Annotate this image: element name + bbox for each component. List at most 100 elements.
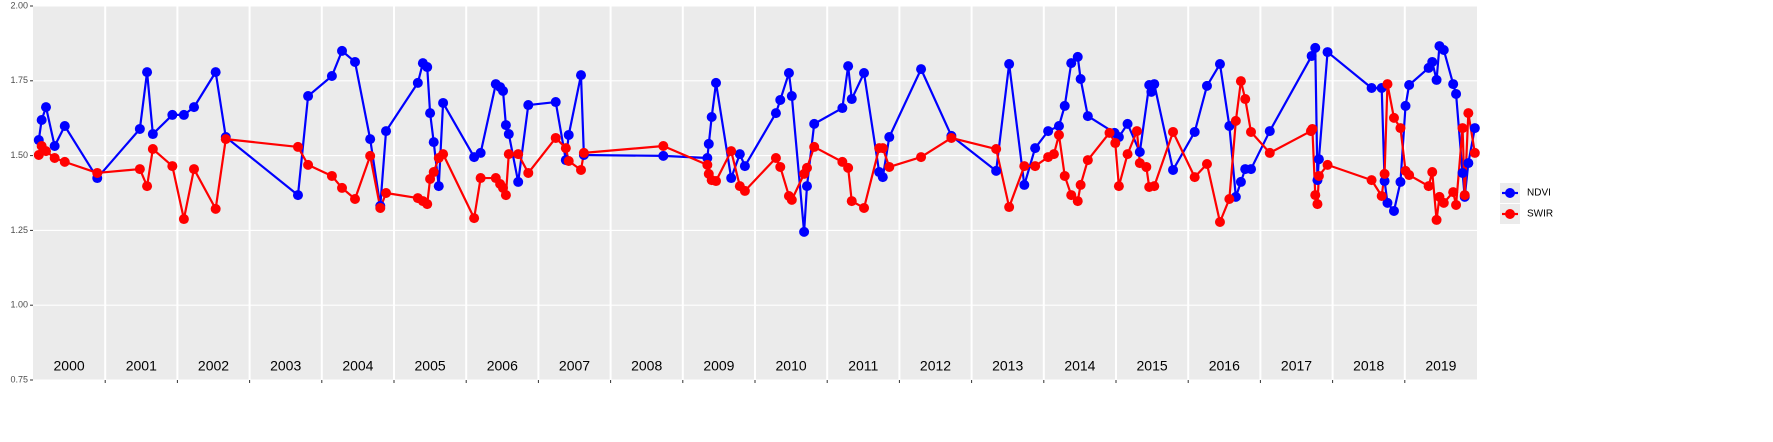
data-point — [1214, 59, 1225, 70]
data-point — [292, 190, 303, 201]
data-point — [1059, 170, 1070, 181]
data-point — [658, 141, 669, 152]
data-point — [375, 202, 386, 213]
data-point — [428, 137, 439, 148]
data-point — [550, 132, 561, 143]
axes: 0.75 1.00 1.25 1.50 1.75 2.00 2000 2001 2002 2003… — [10, 0, 1456, 384]
data-point — [1072, 196, 1083, 207]
data-point — [500, 190, 511, 201]
data-point — [350, 56, 361, 67]
year-label: 2006 — [487, 358, 518, 374]
data-point — [1072, 51, 1083, 62]
legend: NDVI SWIR — [1500, 183, 1553, 224]
year-label: 2019 — [1425, 358, 1456, 374]
data-point — [1235, 76, 1246, 87]
data-point — [846, 94, 857, 105]
data-point — [837, 103, 848, 114]
data-point — [1395, 123, 1406, 134]
year-label: 2009 — [703, 358, 734, 374]
data-point — [500, 120, 511, 131]
data-point — [916, 152, 927, 163]
data-point — [438, 149, 449, 160]
data-point — [498, 85, 509, 96]
data-point — [513, 176, 524, 187]
data-point — [1322, 47, 1333, 58]
data-point — [1004, 59, 1015, 70]
data-point — [1201, 158, 1212, 169]
data-point — [523, 100, 534, 111]
y-tick-label: 2.00 — [10, 0, 28, 10]
data-point — [1066, 58, 1077, 69]
data-point — [1427, 56, 1438, 67]
data-point — [877, 172, 888, 183]
data-point — [1122, 118, 1133, 129]
data-point — [365, 150, 376, 161]
year-label: 2000 — [54, 358, 85, 374]
year-label: 2010 — [776, 358, 807, 374]
grid — [33, 5, 1477, 381]
data-point — [513, 149, 524, 160]
data-point — [1141, 161, 1152, 172]
data-point — [167, 161, 178, 172]
data-point — [1463, 158, 1474, 169]
data-point — [1457, 167, 1468, 178]
data-point — [1004, 202, 1015, 213]
data-point — [770, 108, 781, 119]
data-point — [1214, 217, 1225, 228]
data-point — [726, 173, 737, 184]
data-point — [326, 170, 337, 181]
year-label: 2008 — [631, 358, 662, 374]
year-label: 2012 — [920, 358, 951, 374]
data-point — [658, 150, 669, 161]
data-point — [49, 141, 60, 152]
data-point — [578, 147, 589, 158]
data-point — [59, 156, 70, 167]
data-point — [1313, 154, 1324, 165]
data-point — [946, 132, 957, 143]
y-tick-label: 1.25 — [10, 225, 28, 235]
y-tick-label: 1.00 — [10, 300, 28, 310]
data-point — [1019, 161, 1030, 172]
data-point — [1404, 79, 1415, 90]
data-point — [550, 97, 561, 108]
data-point — [1427, 167, 1438, 178]
data-point — [1366, 82, 1377, 93]
year-label: 2003 — [270, 358, 301, 374]
data-point — [1448, 79, 1459, 90]
data-point — [1149, 181, 1160, 192]
data-point — [1438, 44, 1449, 55]
year-label: 2017 — [1281, 358, 1312, 374]
data-point — [1246, 126, 1257, 137]
data-point — [1230, 115, 1241, 126]
y-tick-label: 1.75 — [10, 75, 28, 85]
data-point — [303, 159, 314, 170]
data-point — [775, 161, 786, 172]
data-point — [1048, 149, 1059, 160]
data-point — [1310, 42, 1321, 53]
data-point — [1379, 176, 1390, 187]
data-point — [350, 193, 361, 204]
data-point — [991, 165, 1002, 176]
data-point — [422, 199, 433, 210]
data-point — [1404, 170, 1415, 181]
data-point — [734, 149, 745, 160]
data-point — [1134, 147, 1145, 158]
data-point — [1457, 123, 1468, 134]
data-point — [916, 64, 927, 75]
data-point — [801, 181, 812, 192]
data-point — [575, 164, 586, 175]
year-label: 2007 — [559, 358, 590, 374]
data-point — [1146, 86, 1157, 97]
data-point — [726, 146, 737, 157]
year-label: 2004 — [342, 358, 373, 374]
year-label: 2001 — [126, 358, 157, 374]
data-point — [1246, 164, 1257, 175]
data-point — [1366, 175, 1377, 186]
data-point — [1168, 126, 1179, 137]
data-point — [1224, 193, 1235, 204]
data-point — [1400, 100, 1411, 111]
data-point — [1110, 138, 1121, 149]
data-point — [1168, 164, 1179, 175]
legend-label: NDVI — [1527, 188, 1551, 199]
